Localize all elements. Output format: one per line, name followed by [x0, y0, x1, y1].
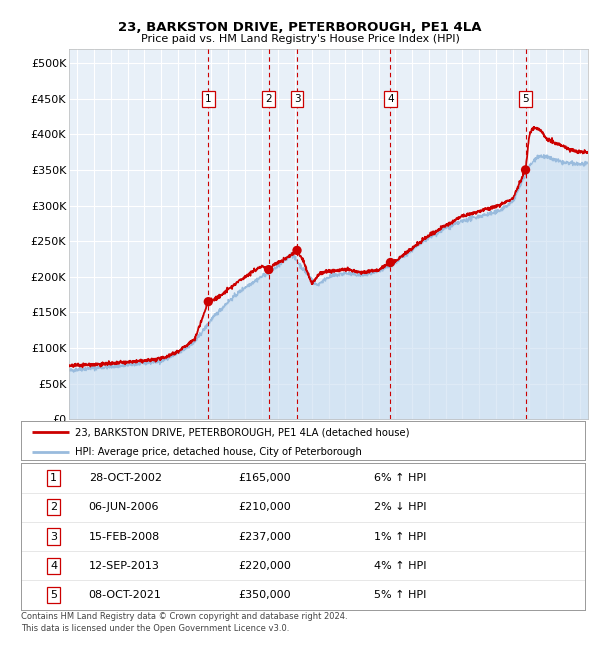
- Point: [203, 296, 213, 307]
- Text: 06-JUN-2006: 06-JUN-2006: [89, 502, 159, 512]
- Text: 5: 5: [522, 94, 529, 103]
- Point: [521, 164, 530, 175]
- Text: This data is licensed under the Open Government Licence v3.0.: This data is licensed under the Open Gov…: [21, 624, 289, 633]
- Point: [386, 257, 395, 268]
- Text: 1% ↑ HPI: 1% ↑ HPI: [373, 532, 426, 541]
- Text: 4% ↑ HPI: 4% ↑ HPI: [373, 561, 426, 571]
- Text: 23, BARKSTON DRIVE, PETERBOROUGH, PE1 4LA (detached house): 23, BARKSTON DRIVE, PETERBOROUGH, PE1 4L…: [74, 427, 409, 437]
- Text: 2: 2: [50, 502, 57, 512]
- Point: [292, 245, 302, 255]
- Point: [264, 265, 274, 275]
- Text: 28-OCT-2002: 28-OCT-2002: [89, 473, 161, 483]
- Text: 5% ↑ HPI: 5% ↑ HPI: [373, 590, 426, 600]
- Text: £210,000: £210,000: [238, 502, 291, 512]
- Text: £350,000: £350,000: [238, 590, 291, 600]
- Text: 1: 1: [50, 473, 57, 483]
- Text: 12-SEP-2013: 12-SEP-2013: [89, 561, 160, 571]
- Text: £237,000: £237,000: [238, 532, 291, 541]
- Text: 1: 1: [205, 94, 212, 103]
- Text: 15-FEB-2008: 15-FEB-2008: [89, 532, 160, 541]
- Text: 3: 3: [50, 532, 57, 541]
- Text: Price paid vs. HM Land Registry's House Price Index (HPI): Price paid vs. HM Land Registry's House …: [140, 34, 460, 44]
- Text: 08-OCT-2021: 08-OCT-2021: [89, 590, 161, 600]
- Text: 5: 5: [50, 590, 57, 600]
- Text: 4: 4: [50, 561, 57, 571]
- Text: £220,000: £220,000: [238, 561, 291, 571]
- Text: 2: 2: [265, 94, 272, 103]
- Text: Contains HM Land Registry data © Crown copyright and database right 2024.: Contains HM Land Registry data © Crown c…: [21, 612, 347, 621]
- Text: HPI: Average price, detached house, City of Peterborough: HPI: Average price, detached house, City…: [74, 447, 361, 456]
- Text: 4: 4: [387, 94, 394, 103]
- Text: 3: 3: [294, 94, 301, 103]
- Text: 2% ↓ HPI: 2% ↓ HPI: [373, 502, 426, 512]
- Text: £165,000: £165,000: [238, 473, 291, 483]
- Text: 23, BARKSTON DRIVE, PETERBOROUGH, PE1 4LA: 23, BARKSTON DRIVE, PETERBOROUGH, PE1 4L…: [118, 21, 482, 34]
- Text: 6% ↑ HPI: 6% ↑ HPI: [373, 473, 426, 483]
